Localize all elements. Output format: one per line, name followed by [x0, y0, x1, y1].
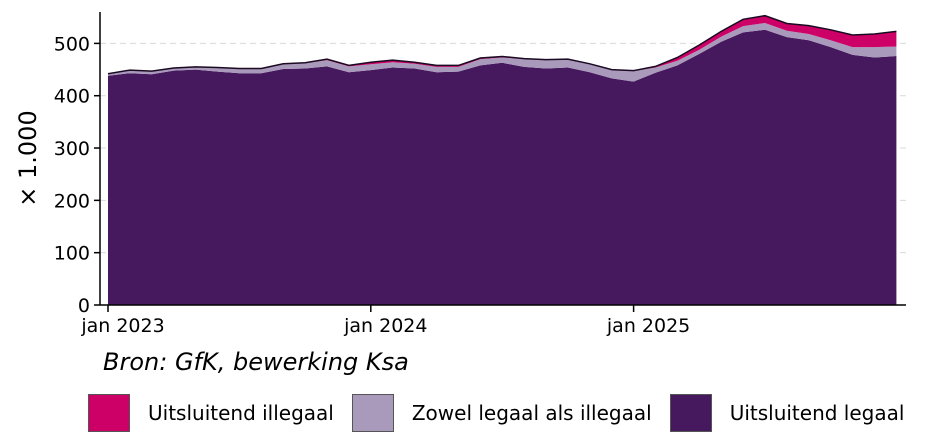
legend-item-illegal: Uitsluitend illegaal — [88, 394, 334, 432]
legend-swatch-illegal — [88, 394, 130, 432]
y-tick-label-100: 100 — [54, 243, 90, 265]
legend-swatch-legal — [669, 394, 712, 432]
total-outline — [107, 14, 897, 75]
source-note: Bron: GfK, bewerking Ksa — [103, 348, 409, 376]
y-tick-label-300: 300 — [54, 138, 90, 160]
x-tick-label-2024-01: jan 2024 — [343, 315, 427, 337]
y-tick-label-200: 200 — [54, 190, 90, 212]
legend-item-legal: Uitsluitend legaal — [669, 394, 905, 432]
y-tick-label-500: 500 — [54, 33, 90, 55]
y-tick-label-0: 0 — [78, 295, 90, 317]
legend-label-both: Zowel legaal als illegaal — [411, 401, 652, 425]
legend-label-legal: Uitsluitend legaal — [729, 401, 905, 425]
series-areas — [107, 14, 897, 306]
y-tick-labels: 0 100 200 300 400 500 — [54, 33, 100, 317]
legend-swatch-both — [351, 394, 394, 432]
x-tick-label-2025-01: jan 2025 — [606, 315, 690, 337]
axes — [99, 12, 906, 306]
area-uitsluitend-legaal — [108, 29, 897, 306]
area-zowel-legaal-als-illegaal — [108, 23, 897, 82]
legend-item-both: Zowel legaal als illegaal — [351, 394, 652, 432]
y-axis-title: × 1.000 — [14, 110, 42, 206]
x-tick-label-2023-01: jan 2023 — [80, 315, 164, 337]
y-tick-label-400: 400 — [54, 86, 90, 108]
x-tick-labels: jan 2023 jan 2024 jan 2025 — [80, 305, 690, 337]
legend: Uitsluitend illegaal Zowel legaal als il… — [88, 394, 922, 432]
legend-label-illegal: Uitsluitend illegaal — [148, 401, 334, 425]
